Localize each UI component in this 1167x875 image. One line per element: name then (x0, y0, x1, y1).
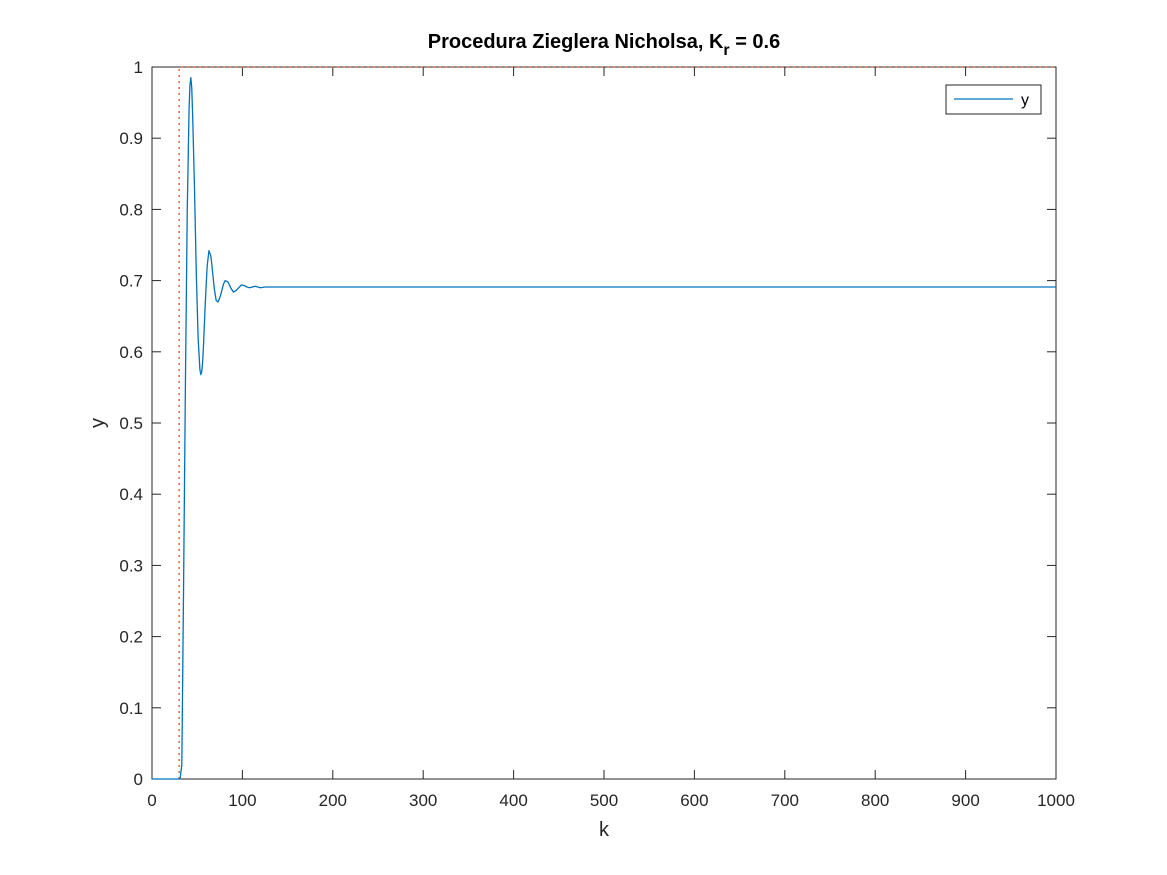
y-tick-label: 0.4 (119, 485, 143, 504)
y-tick-label: 0.2 (119, 628, 143, 647)
x-ticks: 0 100 200 300 400 500 600 700 800 900 1000 (147, 67, 1075, 810)
axes-box (151, 66, 1057, 780)
x-tick-label: 800 (861, 791, 889, 810)
x-tick-label: 0 (147, 791, 156, 810)
title-subscript: r (723, 42, 729, 59)
reference-line (178, 66, 1056, 779)
chart-title: Procedura Zieglera Nicholsa, Kr = 0.6 (428, 31, 781, 59)
y-tick-label: 0.3 (119, 556, 143, 575)
y-tick-label: 0.6 (119, 343, 143, 362)
series-lines (152, 66, 1056, 780)
title-suffix: = 0.6 (730, 31, 781, 53)
y-tick-label: 0.7 (119, 272, 143, 291)
x-axis-label: k (599, 819, 610, 841)
x-tick-label: 600 (680, 791, 708, 810)
x-tick-label: 400 (499, 791, 527, 810)
x-tick-label: 900 (951, 791, 979, 810)
y-tick-label: 0.5 (119, 414, 143, 433)
series-line-y (152, 77, 1056, 780)
y-tick-label: 1 (134, 58, 143, 77)
y-tick-label: 0.1 (119, 699, 143, 718)
legend: y (945, 84, 1042, 115)
x-tick-label: 300 (409, 791, 437, 810)
plot-area: 0 100 200 300 400 500 600 700 800 900 1000 0 0.1 0.2… (119, 58, 1075, 810)
title-main: Procedura Zieglera Nicholsa, K (428, 31, 724, 53)
y-tick-label: 0 (134, 770, 143, 789)
y-tick-label: 0.9 (119, 129, 143, 148)
y-ticks: 0 0.1 0.2 0.3 0.4 0.5 0.6 0.7 0.8 0.9 1 (119, 58, 1056, 789)
x-tick-label: 1000 (1037, 791, 1075, 810)
x-tick-label: 500 (590, 791, 618, 810)
x-tick-label: 200 (319, 791, 347, 810)
legend-entry-y: y (1021, 92, 1029, 109)
x-tick-label: 100 (228, 791, 256, 810)
y-axis-label: y (87, 418, 109, 428)
x-tick-label: 700 (771, 791, 799, 810)
y-tick-label: 0.8 (119, 200, 143, 219)
